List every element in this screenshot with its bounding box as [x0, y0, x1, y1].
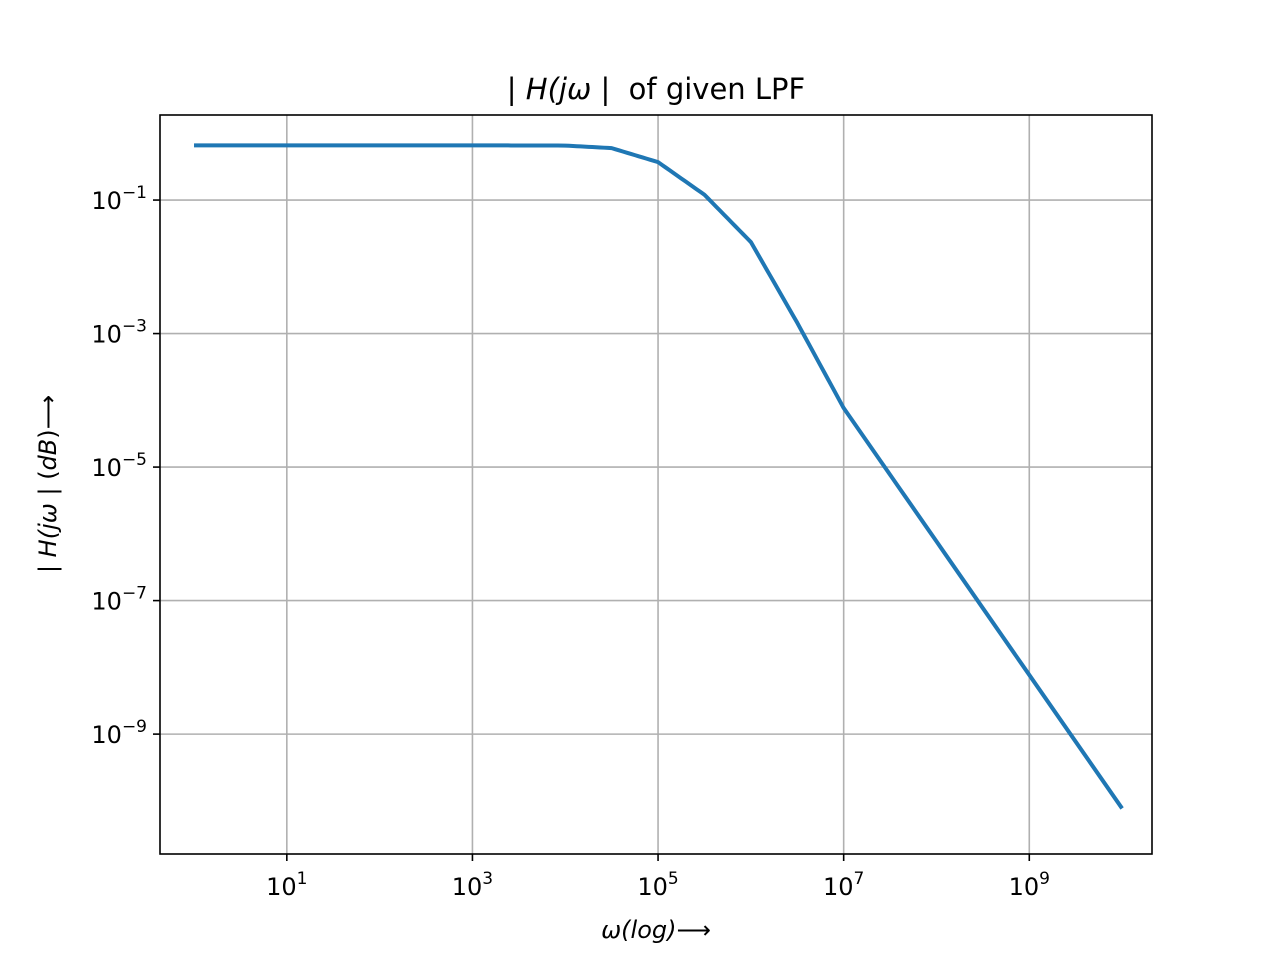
- x-tick-label: 101: [266, 869, 307, 901]
- x-axis-label: ω(log)⟶: [601, 916, 711, 944]
- grid: [160, 115, 1152, 854]
- series-layer: [194, 143, 1124, 810]
- y-tick-label: 10−1: [91, 183, 147, 215]
- chart-title: | H(jω | of given LPF: [507, 72, 805, 106]
- plot-frame: [159, 114, 1153, 855]
- x-tick-label: 109: [1009, 869, 1050, 901]
- series-line: [194, 143, 1124, 810]
- y-axis-label: | H(jω | (dB)⟶: [34, 395, 62, 573]
- tick-marks: [153, 199, 1031, 861]
- y-tick-label: 10−5: [91, 450, 147, 482]
- x-tick-label: 105: [637, 869, 678, 901]
- x-tick-label: 107: [823, 869, 864, 901]
- tick-labels: 101 103 105 107 109 10−1 10−3 10−5 10−7 10−9: [91, 183, 1050, 901]
- x-tick-label: 103: [452, 869, 493, 901]
- y-tick-label: 10−7: [91, 584, 147, 616]
- y-tick-label: 10−9: [91, 717, 147, 749]
- y-tick-label: 10−3: [91, 317, 147, 349]
